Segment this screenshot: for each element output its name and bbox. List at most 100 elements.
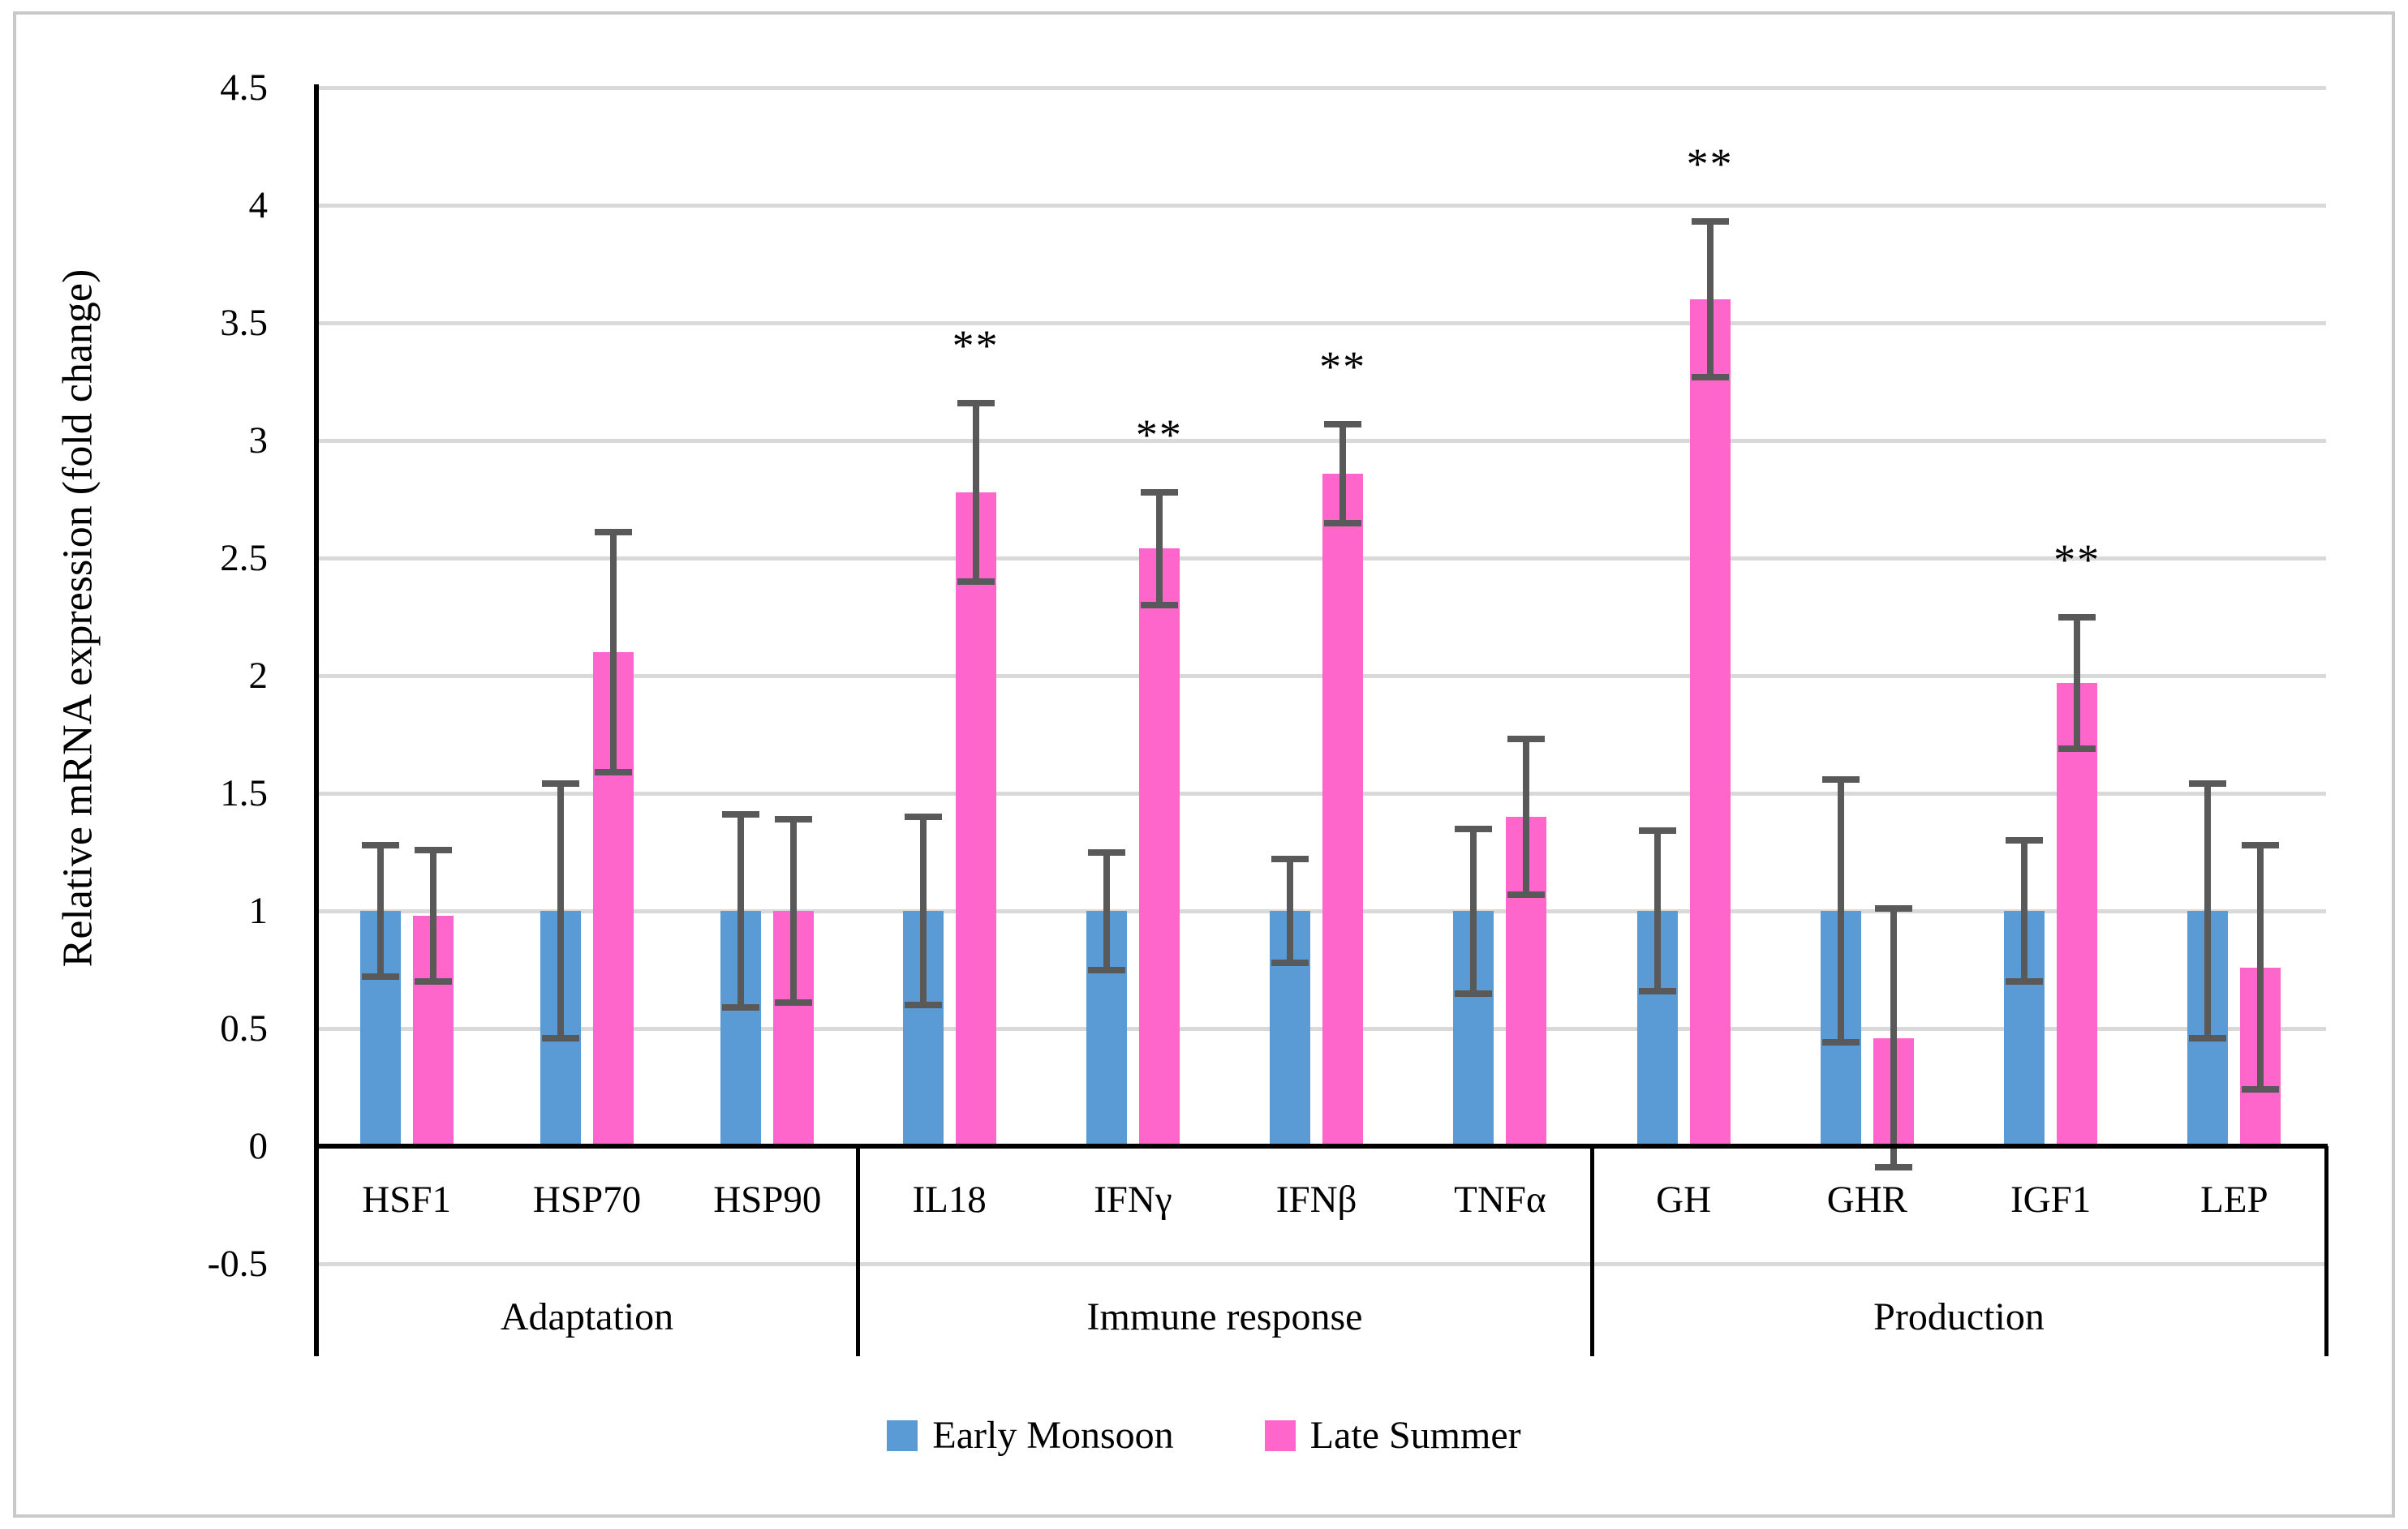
x-axis-line: [315, 1144, 2328, 1149]
error-bar-cap-bottom: [414, 978, 452, 985]
error-bar-line: [1470, 828, 1477, 994]
y-gridline: [316, 556, 2326, 560]
x-axis-gene-label: HSP90: [713, 1179, 822, 1221]
error-bar-line: [1890, 908, 1897, 1168]
category-group-label: Immune response: [1086, 1295, 1363, 1338]
y-gridline: [316, 909, 2326, 913]
y-gridline: [316, 1027, 2326, 1031]
y-gridline: [316, 86, 2326, 90]
legend-swatch-late-summer: [1264, 1419, 1296, 1451]
x-axis-gene-label: LEP: [2200, 1179, 2268, 1221]
error-bar-line: [429, 849, 436, 981]
y-tick-label: 4: [248, 184, 269, 226]
legend-item: Late Summer: [1264, 1413, 1521, 1458]
error-bar-cap-bottom: [1455, 990, 1493, 997]
error-bar-cap-bottom: [361, 973, 399, 981]
error-bar-cap-bottom: [1140, 602, 1178, 608]
error-bar-cap-top: [1271, 856, 1309, 863]
bar-late-summer: [955, 492, 996, 1146]
error-bar-line: [2021, 840, 2028, 981]
error-bar-line: [737, 814, 745, 1007]
error-bar-cap-bottom: [2058, 745, 2096, 752]
category-divider: [2324, 1146, 2328, 1356]
error-bar-cap-bottom: [722, 1003, 760, 1011]
x-axis-gene-label: HSF1: [362, 1179, 452, 1221]
significance-marker: **: [2053, 535, 2101, 584]
error-bar-cap-bottom: [1821, 1039, 1860, 1046]
error-bar-cap-bottom: [1638, 987, 1676, 994]
y-tick-label: 3: [248, 419, 269, 462]
bar-late-summer: [1689, 299, 1731, 1146]
error-bar-line: [972, 402, 979, 582]
error-bar-cap-bottom: [2006, 978, 2044, 985]
error-bar-cap-bottom: [1324, 519, 1362, 526]
error-bar-cap-top: [722, 811, 760, 818]
x-axis-gene-label: HSP70: [532, 1179, 642, 1221]
error-bar-line: [919, 817, 927, 1005]
error-bar-cap-top: [595, 529, 632, 536]
error-bar-cap-top: [1638, 827, 1676, 835]
error-bar-cap-top: [1821, 775, 1860, 783]
legend-label: Early Monsoon: [932, 1414, 1174, 1457]
x-axis-gene-label: IGF1: [2010, 1179, 2092, 1221]
error-bar-cap-top: [414, 846, 452, 853]
error-bar-cap-bottom: [2189, 1034, 2227, 1042]
y-gridline: [316, 674, 2326, 678]
error-bar-line: [610, 532, 617, 772]
y-tick-label: 1: [248, 890, 269, 932]
y-gridline: [316, 439, 2326, 443]
error-bar-cap-top: [1455, 825, 1493, 832]
error-bar-line: [1103, 852, 1110, 970]
y-tick-label: 0.5: [220, 1007, 268, 1050]
error-bar-cap-top: [2058, 613, 2096, 621]
legend: Early Monsoon Late Summer: [0, 1413, 2408, 1458]
y-gridline: [316, 204, 2326, 208]
error-bar-line: [1339, 423, 1347, 523]
error-bar-line: [2074, 616, 2081, 749]
error-bar-cap-top: [2189, 780, 2227, 788]
error-bar-cap-top: [775, 815, 813, 822]
x-axis-gene-label: IFNγ: [1094, 1179, 1172, 1221]
error-bar-line: [1155, 492, 1163, 605]
category-divider: [1590, 1146, 1594, 1356]
error-bar-line: [1706, 221, 1714, 377]
error-bar-cap-top: [957, 399, 995, 406]
error-bar-cap-top: [1324, 420, 1362, 427]
error-bar-cap-top: [1507, 736, 1546, 743]
error-bar-cap-bottom: [2242, 1086, 2280, 1093]
legend-item: Early Monsoon: [887, 1413, 1174, 1458]
error-bar-cap-top: [2242, 841, 2280, 848]
error-bar-cap-top: [2006, 837, 2044, 844]
x-axis-gene-label: IL18: [912, 1179, 987, 1221]
error-bar-cap-top: [1140, 488, 1178, 496]
error-bar-line: [2204, 784, 2212, 1038]
error-bar-line: [1653, 831, 1661, 991]
error-bar-line: [2257, 844, 2264, 1090]
error-bar-cap-bottom: [1507, 891, 1546, 898]
error-bar-line: [557, 784, 564, 1038]
error-bar-cap-bottom: [542, 1034, 579, 1042]
error-bar-line: [790, 818, 798, 1003]
y-gridline-minus: [316, 1262, 2326, 1266]
error-bar-line: [1837, 779, 1844, 1043]
category-group-label: Production: [1873, 1295, 2045, 1338]
y-tick-label: 2.5: [220, 537, 268, 579]
error-bar-cap-bottom: [1087, 966, 1125, 973]
error-bar-cap-top: [1874, 905, 1912, 913]
x-axis-gene-label: GHR: [1826, 1179, 1907, 1221]
y-tick-label: 2: [248, 655, 269, 697]
y-tick-label: -0.5: [207, 1243, 268, 1285]
significance-marker: **: [952, 320, 1000, 370]
legend-swatch-early-monsoon: [887, 1419, 918, 1451]
bar-late-summer: [2057, 682, 2098, 1146]
y-gridline: [316, 792, 2326, 796]
error-bar-cap-top: [542, 780, 579, 788]
error-bar-cap-top: [904, 814, 942, 820]
y-tick-label: 1.5: [220, 772, 268, 814]
y-gridline: [316, 321, 2326, 325]
y-tick-label: 3.5: [220, 302, 268, 344]
error-bar-cap-bottom: [904, 1002, 942, 1008]
y-axis-line: [314, 84, 319, 1356]
